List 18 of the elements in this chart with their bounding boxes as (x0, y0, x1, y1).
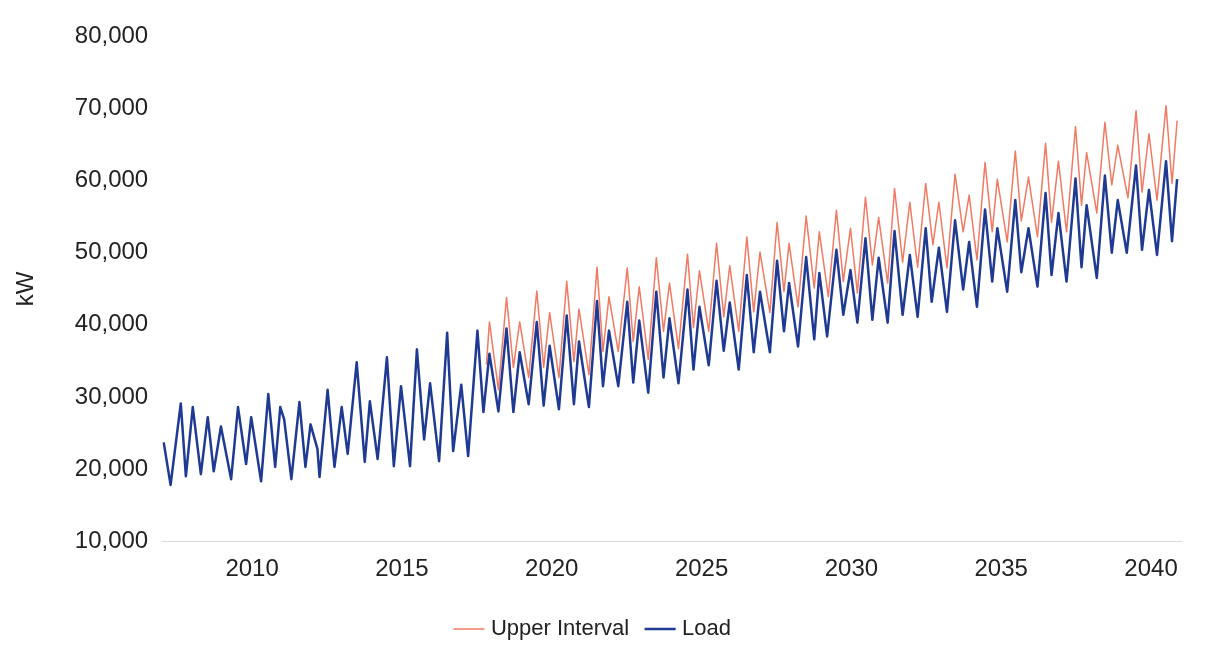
y-tick-label: 40,000 (74, 309, 149, 337)
x-tick-label: 2035 (974, 554, 1028, 582)
y-tick-label: 80,000 (74, 21, 149, 49)
x-tick-label: 2020 (525, 554, 579, 582)
x-tick-label: 2015 (375, 554, 429, 582)
legend-label: Upper Interval (490, 615, 630, 641)
y-tick-label: 50,000 (74, 237, 149, 265)
y-tick-label: 20,000 (74, 453, 149, 481)
x-tick-label: 2040 (1124, 554, 1178, 582)
x-tick-label: 2025 (674, 554, 729, 582)
y-tick-label: 70,000 (74, 93, 149, 121)
y-tick-label: 10,000 (74, 525, 149, 553)
y-axis-title: kW (11, 271, 39, 307)
y-tick-label: 30,000 (74, 381, 149, 409)
x-tick-label: 2030 (824, 554, 879, 582)
y-tick-label: 60,000 (74, 165, 149, 193)
legend-label: Load (682, 615, 732, 641)
x-tick-label: 2010 (225, 554, 279, 582)
